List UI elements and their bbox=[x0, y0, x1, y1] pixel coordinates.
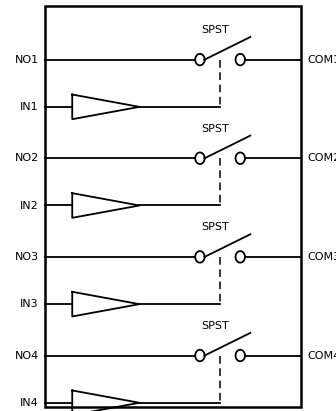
Text: COM4: COM4 bbox=[307, 351, 336, 360]
Text: SPST: SPST bbox=[201, 222, 229, 232]
Text: IN4: IN4 bbox=[20, 398, 39, 408]
Text: IN1: IN1 bbox=[20, 102, 39, 112]
Text: COM1: COM1 bbox=[307, 55, 336, 65]
Text: NO4: NO4 bbox=[14, 351, 39, 360]
Text: NO2: NO2 bbox=[14, 153, 39, 163]
Text: SPST: SPST bbox=[201, 321, 229, 331]
Text: NO1: NO1 bbox=[14, 55, 39, 65]
Text: IN2: IN2 bbox=[20, 201, 39, 210]
Text: SPST: SPST bbox=[201, 25, 229, 35]
Text: COM2: COM2 bbox=[307, 153, 336, 163]
Text: COM3: COM3 bbox=[307, 252, 336, 262]
Text: IN3: IN3 bbox=[20, 299, 39, 309]
Text: NO3: NO3 bbox=[14, 252, 39, 262]
Text: SPST: SPST bbox=[201, 124, 229, 134]
